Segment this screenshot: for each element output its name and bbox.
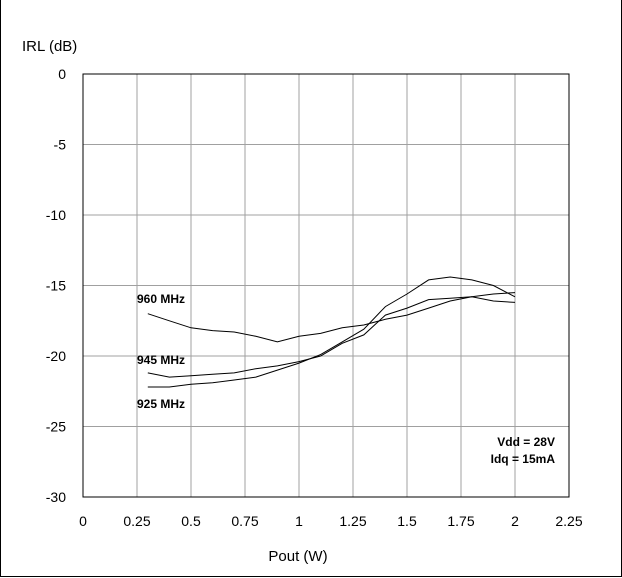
x-axis-label: Pout (W) [268,548,327,565]
x-tick-label: 1.75 [447,513,474,529]
y-tick-label: 0 [58,66,66,82]
y-tick-label: -10 [46,207,66,223]
x-tick-label: 2 [511,513,519,529]
series-line-960-mhz [147,292,516,343]
series-label-945mhz: 945 MHz [137,353,185,367]
x-tick-label: 0.25 [123,513,150,529]
y-axis-label: IRL (dB) [22,38,77,55]
y-tick-labels: 0 -5 -10 -15 -20 -25 -30 [46,66,66,505]
grid [82,73,570,498]
y-tick-label: -5 [54,137,67,153]
condition-vdd: Vdd = 28V [497,435,555,449]
series-lines [147,276,516,388]
x-tick-label: 1 [295,513,303,529]
x-tick-label: 0 [79,513,87,529]
condition-idq: Idq = 15mA [491,452,556,466]
x-tick-labels: 0 0.25 0.5 0.75 1 1.25 1.5 1.75 2 2.25 [79,513,583,529]
series-label-925mhz: 925 MHz [137,397,185,411]
y-tick-label: -15 [46,278,66,294]
y-tick-label: -20 [46,348,66,364]
x-tick-label: 0.75 [231,513,258,529]
y-tick-label: -25 [46,419,66,435]
x-tick-label: 0.5 [181,513,201,529]
series-label-960mhz: 960 MHz [137,292,185,306]
series-line-925-mhz [147,276,516,388]
x-tick-label: 2.25 [555,513,582,529]
y-tick-label: -30 [46,489,66,505]
series-line-945-mhz [147,296,516,378]
x-tick-label: 1.25 [339,513,366,529]
x-tick-label: 1.5 [397,513,417,529]
plot-area-border [82,73,570,498]
